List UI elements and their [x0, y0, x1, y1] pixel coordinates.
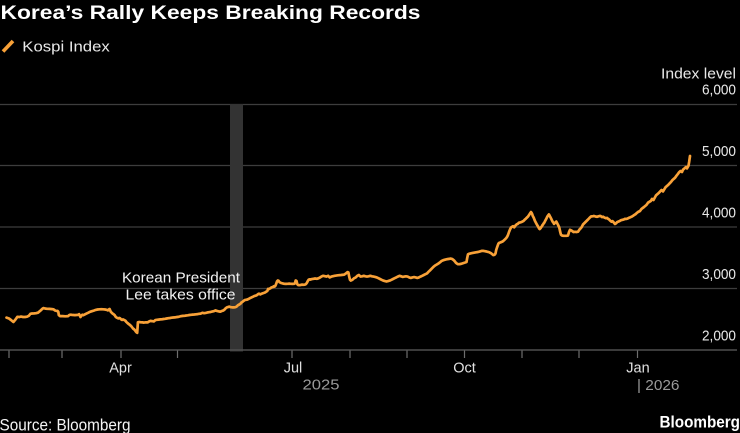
svg-text:Korean President: Korean President: [122, 271, 240, 287]
svg-text:4,000: 4,000: [702, 205, 736, 222]
svg-text:5,000: 5,000: [702, 143, 736, 160]
svg-text:2025: 2025: [303, 378, 340, 394]
svg-text:Index level: Index level: [661, 66, 736, 83]
svg-text:Jan: Jan: [626, 361, 649, 377]
svg-text:Bloomberg: Bloomberg: [660, 414, 740, 432]
svg-text:Lee takes office: Lee takes office: [126, 288, 236, 304]
svg-text:Jul: Jul: [284, 361, 303, 377]
svg-text:Korea’s Rally Keeps Breaking R: Korea’s Rally Keeps Breaking Records: [1, 3, 421, 24]
svg-text:Oct: Oct: [453, 361, 476, 377]
svg-text:2,000: 2,000: [702, 328, 736, 345]
svg-text:Kospi Index: Kospi Index: [22, 39, 110, 56]
svg-text:Apr: Apr: [109, 361, 132, 377]
svg-text:Source: Bloomberg: Source: Bloomberg: [0, 416, 131, 433]
svg-text:6,000: 6,000: [702, 82, 736, 99]
svg-text:| 2026: | 2026: [637, 378, 680, 394]
svg-text:3,000: 3,000: [702, 266, 736, 283]
